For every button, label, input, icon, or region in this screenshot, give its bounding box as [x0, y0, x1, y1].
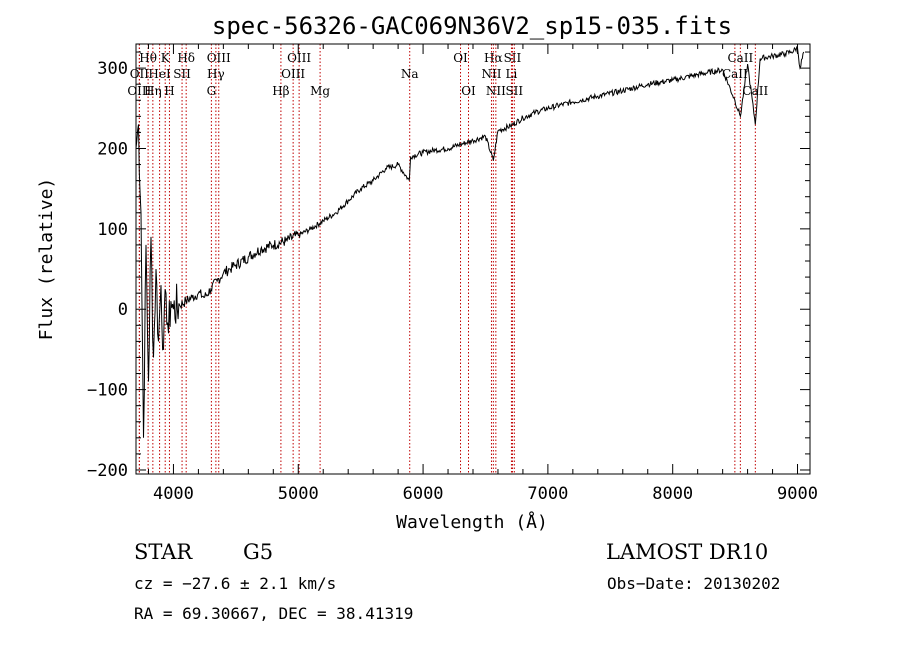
- x-tick-label: 7000: [527, 484, 568, 504]
- spectral-line-label: Mg: [310, 84, 330, 98]
- object-subclass: G5: [243, 540, 274, 564]
- spectral-line-label: OI: [461, 84, 476, 98]
- spectral-line-label: Li: [506, 67, 518, 81]
- y-tick-label: −100: [87, 381, 128, 401]
- y-tick-label: 100: [97, 220, 128, 240]
- survey-label: LAMOST DR10: [606, 540, 769, 564]
- x-tick-label: 6000: [403, 484, 444, 504]
- spectral-line-label: Hδ: [177, 51, 195, 65]
- x-axis-label: Wavelength (Å): [396, 511, 548, 533]
- spectral-line-label: NII: [481, 67, 501, 81]
- plot-frame: [135, 43, 811, 475]
- spectral-lines-layer: Hθ OII OIII K HeI Hη SII H Hδ OIII Hγ G OIII OIII Hβ Mg…: [127, 44, 768, 474]
- x-tick-label: 5000: [278, 484, 319, 504]
- spectral-line-label: Na: [401, 67, 419, 81]
- spectral-line-label: NII: [486, 84, 506, 98]
- coordinates: RA = 69.30667, DEC = 38.41319: [134, 604, 414, 623]
- spectral-line-label: OIII: [287, 51, 311, 65]
- series-line: [135, 45, 805, 438]
- y-tick-label: 300: [97, 59, 128, 79]
- chart-title: spec-56326-GAC069N36V2_sp15-035.fits: [212, 12, 732, 40]
- cz-value: cz = −27.6 ± 2.1 km/s: [134, 574, 337, 593]
- spectral-line-label: OIII: [281, 67, 305, 81]
- spectral-line-label: OIII: [207, 51, 231, 65]
- spectral-line-label: CaII: [742, 84, 768, 98]
- spectral-line-label: OII: [130, 67, 150, 81]
- x-tick-label: 8000: [652, 484, 693, 504]
- spectral-line-label: Hγ: [207, 67, 225, 81]
- y-axis-label: Flux (relative): [36, 178, 57, 341]
- spectral-line-label: G: [207, 84, 217, 98]
- object-class: STAR: [134, 540, 193, 564]
- spectral-line-label: OI: [453, 51, 468, 65]
- spectral-line-label: Hα: [484, 51, 503, 65]
- y-tick-label: −200: [87, 461, 128, 481]
- spectral-line-label: CaII: [722, 67, 748, 81]
- spectral-line-label: K: [161, 51, 171, 65]
- spectral-line-label: H: [164, 84, 174, 98]
- x-tick-label: 4000: [153, 484, 194, 504]
- spectral-line-label: Hθ: [139, 51, 157, 65]
- spectral-line-label: SII: [504, 51, 522, 65]
- y-tick-label: 200: [97, 139, 128, 159]
- spectral-line-label: SII: [173, 67, 191, 81]
- spectral-line-label: Hη: [144, 84, 162, 98]
- x-tick-label: 9000: [777, 484, 818, 504]
- y-tick-label: 0: [118, 300, 128, 320]
- spectral-line-label: HeI: [148, 67, 171, 81]
- spectral-line-label: CaII: [727, 51, 753, 65]
- spectral-line-label: Hβ: [272, 84, 289, 98]
- obs-date: Obs−Date: 20130202: [607, 574, 781, 593]
- spectral-line-label: OIII: [127, 84, 151, 98]
- axis-ticks: 4000 5000 6000 7000 8000 9000 −200 −100 0 100 200 3…: [87, 44, 818, 504]
- spectral-line-label: SII: [505, 84, 523, 98]
